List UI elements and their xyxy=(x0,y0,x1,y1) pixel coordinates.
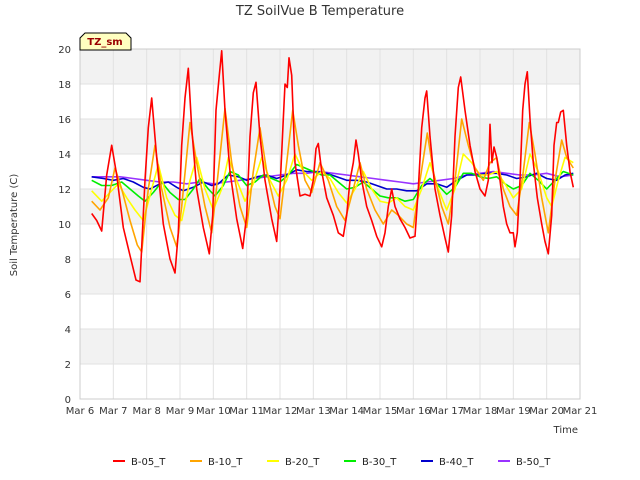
x-axis-label: Time xyxy=(553,425,578,436)
legend-item: B-05_T xyxy=(113,457,166,468)
y-tick-label: 12 xyxy=(58,185,71,196)
plot-band xyxy=(80,259,580,294)
series-line-b-30-t xyxy=(91,163,574,202)
x-tick-label: Mar 21 xyxy=(563,406,598,417)
plot-band xyxy=(80,329,580,364)
x-tick-label: Mar 8 xyxy=(132,406,160,417)
plot-band xyxy=(80,49,580,84)
plot-band xyxy=(80,294,580,329)
y-tick-label: 16 xyxy=(58,115,71,126)
badge: TZ_sm xyxy=(79,32,132,51)
plot-band xyxy=(80,364,580,399)
legend-label: B-10_T xyxy=(208,457,243,468)
x-tick-label: Mar 10 xyxy=(196,406,231,417)
x-tick-label: Mar 19 xyxy=(496,406,531,417)
series-line-b-10-t xyxy=(91,107,574,253)
x-tick-label: Mar 16 xyxy=(396,406,431,417)
badge-box xyxy=(79,32,132,51)
badge-label: TZ_sm xyxy=(87,37,122,48)
series-layer xyxy=(91,50,575,283)
legend-label: B-20_T xyxy=(285,457,320,468)
y-tick-label: 0 xyxy=(65,395,71,406)
legend-item: B-10_T xyxy=(190,457,243,468)
y-tick-label: 20 xyxy=(58,45,71,56)
y-axis-label: Soil Temperature (C) xyxy=(9,174,20,277)
y-tick-label: 6 xyxy=(65,290,71,301)
x-tick-label: Mar 17 xyxy=(429,406,464,417)
legend-label: B-50_T xyxy=(516,457,551,468)
plot-band xyxy=(80,119,580,154)
series-line-b-05-t xyxy=(91,50,575,283)
legend-item: B-30_T xyxy=(344,457,397,468)
y-tick-label: 8 xyxy=(65,255,71,266)
x-tick-label: Mar 7 xyxy=(99,406,127,417)
x-tick-label: Mar 14 xyxy=(329,406,364,417)
x-tick-label: Mar 20 xyxy=(529,406,564,417)
y-tick-label: 2 xyxy=(65,360,71,371)
chart-title: TZ SoilVue B Temperature xyxy=(235,4,404,19)
plot-band xyxy=(80,224,580,259)
x-tick-label: Mar 13 xyxy=(296,406,331,417)
x-tick-label: Mar 15 xyxy=(363,406,398,417)
legend-label: B-40_T xyxy=(439,457,474,468)
legend-item: B-40_T xyxy=(421,457,474,468)
legend: B-05_T B-10_T B-20_T B-30_T B-40_T B-50_T xyxy=(113,457,551,468)
x-tick-label: Mar 11 xyxy=(229,406,264,417)
legend-item: B-20_T xyxy=(267,457,320,468)
x-tick-label: Mar 9 xyxy=(166,406,194,417)
y-tick-labels: 0 2 4 6 8 10 12 14 16 18 20 xyxy=(58,45,71,406)
y-tick-label: 14 xyxy=(58,150,71,161)
x-tick-label: Mar 6 xyxy=(66,406,94,417)
legend-label: B-30_T xyxy=(362,457,397,468)
legend-label: B-05_T xyxy=(131,457,166,468)
y-tick-label: 4 xyxy=(65,325,71,336)
plot-frame xyxy=(79,48,581,400)
series-line-b-50-t xyxy=(91,170,574,185)
plot-band xyxy=(80,84,580,119)
legend-item: B-50_T xyxy=(498,457,551,468)
x-tick-label: Mar 18 xyxy=(463,406,498,417)
series-line-b-20-t xyxy=(91,153,574,222)
x-tick-label: Mar 12 xyxy=(263,406,298,417)
y-tick-label: 18 xyxy=(58,80,71,91)
y-tick-label: 10 xyxy=(58,220,71,231)
